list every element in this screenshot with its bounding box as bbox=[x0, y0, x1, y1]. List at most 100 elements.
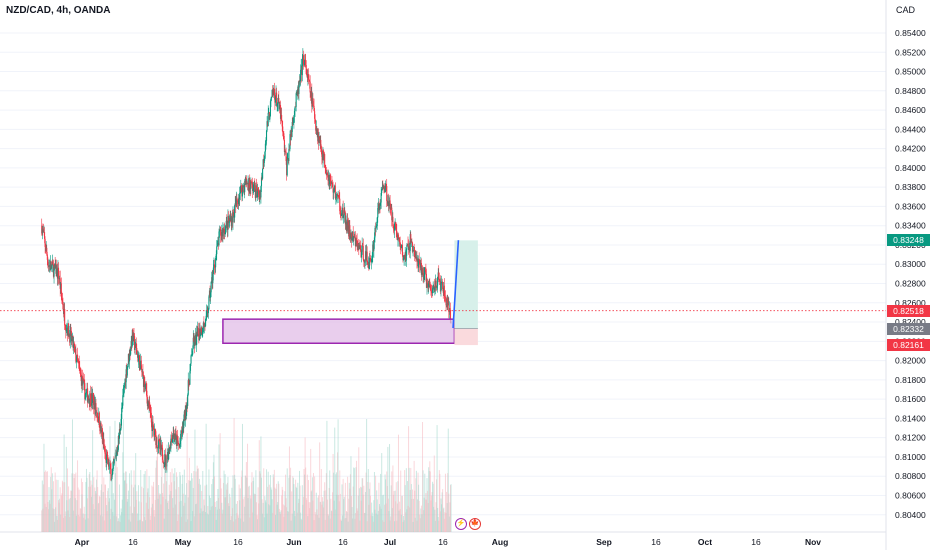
candle-body bbox=[421, 268, 424, 275]
volume-bar bbox=[431, 492, 433, 532]
volume-bar bbox=[255, 502, 257, 532]
volume-bar bbox=[221, 502, 223, 532]
candle-body bbox=[277, 98, 279, 104]
candle-body bbox=[122, 395, 124, 406]
candle-body bbox=[192, 337, 194, 349]
candle-body bbox=[255, 185, 257, 198]
candle-body bbox=[54, 264, 56, 269]
candle-body bbox=[161, 447, 164, 460]
candle-body bbox=[230, 217, 232, 227]
candle-body bbox=[153, 429, 155, 435]
candle-body bbox=[324, 167, 326, 169]
volume-bar bbox=[427, 503, 429, 532]
flag-event-icon[interactable]: 🍁 bbox=[469, 518, 481, 530]
lightning-event-icon[interactable]: ⚡ bbox=[455, 518, 467, 530]
candle-body bbox=[68, 323, 70, 337]
volume-bar bbox=[277, 502, 279, 532]
volume-bar bbox=[358, 488, 360, 532]
candle-body bbox=[440, 282, 443, 283]
candle-body bbox=[372, 244, 374, 251]
candle-body bbox=[257, 189, 259, 192]
candle-body bbox=[180, 430, 183, 434]
volume-bar bbox=[193, 516, 195, 532]
volume-bar bbox=[368, 504, 370, 532]
volume-bar bbox=[296, 488, 298, 532]
volume-bar bbox=[220, 488, 222, 532]
currency-label[interactable]: CAD bbox=[896, 5, 916, 15]
candle-body bbox=[401, 244, 403, 246]
candle-body bbox=[89, 393, 91, 405]
candle-body bbox=[128, 354, 130, 362]
volume-bar bbox=[239, 500, 241, 532]
volume-bar bbox=[73, 510, 75, 532]
volume-bar bbox=[332, 453, 334, 532]
volume-bar bbox=[205, 423, 207, 532]
volume-bar bbox=[253, 477, 255, 532]
candle-body bbox=[85, 392, 87, 395]
volume-bar bbox=[422, 422, 424, 532]
candle-body bbox=[49, 265, 51, 266]
volume-bar bbox=[129, 506, 131, 532]
volume-bar bbox=[420, 508, 422, 532]
volume-bar bbox=[88, 486, 90, 532]
candle-body bbox=[245, 178, 247, 184]
volume-bar bbox=[369, 482, 371, 532]
candle-body bbox=[367, 263, 369, 265]
volume-bar bbox=[438, 520, 440, 532]
volume-bar bbox=[437, 507, 439, 532]
volume-bar bbox=[45, 470, 47, 532]
volume-bar bbox=[174, 504, 176, 532]
candle-body bbox=[304, 59, 306, 61]
candle-body bbox=[439, 281, 441, 292]
volume-bar bbox=[215, 506, 217, 532]
volume-bar bbox=[214, 501, 216, 532]
volume-bar bbox=[371, 502, 373, 532]
volume-bar bbox=[364, 491, 366, 532]
volume-bar bbox=[93, 509, 95, 532]
volume-bar bbox=[106, 505, 108, 532]
volume-bar bbox=[93, 477, 95, 532]
volume-bar bbox=[412, 521, 414, 532]
volume-bar bbox=[162, 496, 164, 532]
candle-body bbox=[172, 434, 174, 443]
volume-bar bbox=[126, 483, 128, 532]
y-tick-label: 0.83000 bbox=[895, 259, 926, 269]
candle-body bbox=[271, 96, 273, 99]
candle-body bbox=[175, 435, 178, 446]
volume-bar bbox=[285, 498, 287, 532]
candle-body bbox=[303, 64, 305, 66]
candle-body bbox=[118, 435, 120, 439]
volume-bar bbox=[244, 506, 246, 532]
candle-body bbox=[399, 242, 401, 247]
candle-body bbox=[281, 114, 283, 122]
candle-body bbox=[248, 179, 250, 192]
volume-bar bbox=[266, 469, 268, 532]
volume-bar bbox=[89, 486, 91, 532]
volume-bar bbox=[290, 467, 292, 532]
volume-bar bbox=[189, 480, 191, 532]
candle-body bbox=[435, 287, 438, 288]
volume-bar bbox=[295, 486, 297, 532]
candle-body bbox=[228, 221, 230, 223]
volume-bar bbox=[422, 470, 424, 532]
candle-body bbox=[226, 220, 228, 222]
candle-body bbox=[415, 256, 417, 259]
volume-bar bbox=[353, 468, 355, 532]
volume-bar bbox=[400, 514, 402, 532]
candle-body bbox=[227, 216, 230, 223]
volume-bar bbox=[303, 469, 305, 532]
candle-body bbox=[117, 435, 119, 450]
volume-bar bbox=[117, 518, 119, 532]
candle-body bbox=[357, 244, 359, 250]
candle-body bbox=[148, 402, 150, 408]
volume-bar bbox=[381, 495, 383, 532]
volume-bar bbox=[155, 460, 157, 532]
candle-body bbox=[97, 418, 99, 423]
candle-body bbox=[137, 354, 139, 362]
candle-body bbox=[293, 110, 296, 116]
candle-body bbox=[233, 212, 235, 218]
volume-bar bbox=[264, 500, 266, 532]
candle-body bbox=[391, 216, 393, 221]
candle-body bbox=[115, 455, 117, 458]
